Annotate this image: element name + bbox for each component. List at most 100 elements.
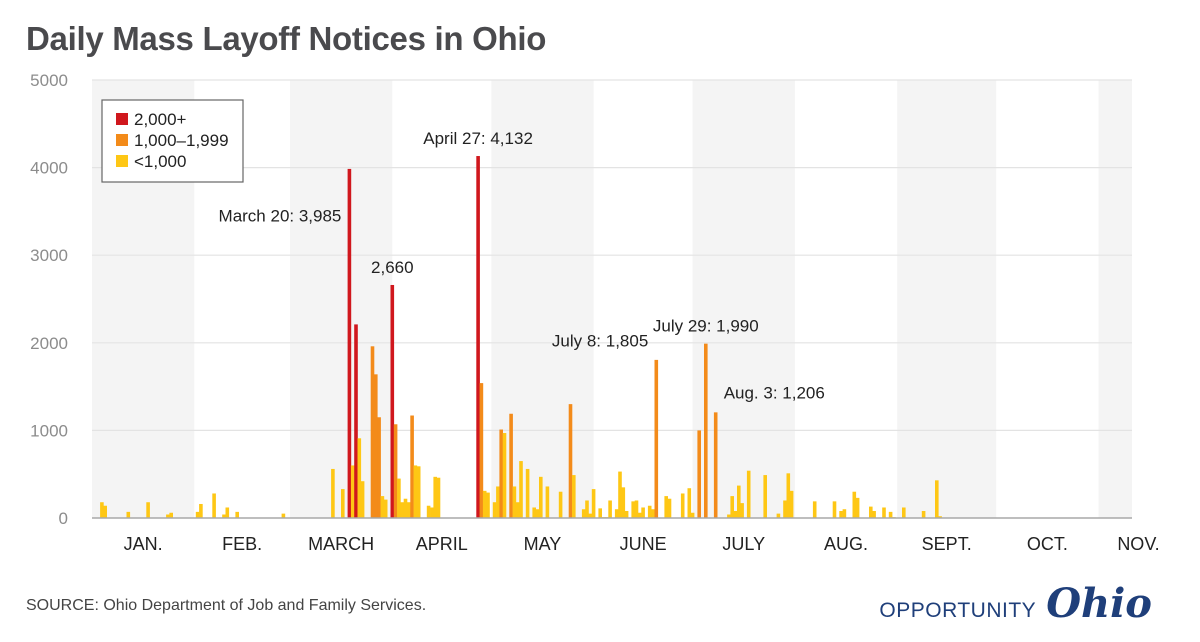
bar xyxy=(598,508,602,518)
bar xyxy=(869,506,873,518)
bar xyxy=(509,413,513,518)
bar xyxy=(222,514,226,518)
month-band xyxy=(491,80,594,518)
bar xyxy=(235,511,239,518)
bar xyxy=(842,509,847,518)
x-tick-label: MAY xyxy=(524,534,562,554)
legend-label: 2,000+ xyxy=(134,110,187,129)
bar-annotation: 2,660 xyxy=(371,258,414,277)
bar xyxy=(492,502,497,518)
source-note: SOURCE: Ohio Department of Job and Famil… xyxy=(26,597,427,614)
bar-annotation: Aug. 3: 1,206 xyxy=(724,383,825,402)
bar xyxy=(572,475,576,518)
bar xyxy=(532,507,536,518)
bar xyxy=(581,509,586,518)
bar-annotation: March 20: 3,985 xyxy=(219,206,342,225)
bar xyxy=(690,512,695,518)
bar xyxy=(624,510,629,518)
x-tick-label: NOV. xyxy=(1117,534,1159,554)
bar xyxy=(535,509,540,518)
bar xyxy=(433,476,437,518)
x-tick-label: FEB. xyxy=(222,534,262,554)
legend-swatch xyxy=(116,155,128,167)
bar xyxy=(360,481,365,518)
bar xyxy=(832,501,837,518)
bar xyxy=(496,486,500,518)
bar xyxy=(393,424,398,518)
x-tick-label: AUG. xyxy=(824,534,868,554)
bar xyxy=(839,510,843,518)
bar xyxy=(100,502,104,518)
bar xyxy=(641,507,645,518)
bar xyxy=(588,513,593,518)
bar xyxy=(935,480,939,518)
bar xyxy=(331,468,335,518)
bar xyxy=(664,496,668,518)
bar xyxy=(354,324,358,518)
x-tick-label: SEPT. xyxy=(922,534,972,554)
bar-annotation: July 29: 1,990 xyxy=(653,317,759,336)
bar xyxy=(370,346,375,518)
y-tick-label: 3000 xyxy=(30,246,68,265)
bar xyxy=(608,500,612,518)
y-tick-label: 0 xyxy=(59,509,68,528)
month-bands xyxy=(92,80,1132,518)
bar xyxy=(727,514,731,518)
bar xyxy=(357,438,362,518)
bar xyxy=(166,514,170,518)
bar xyxy=(618,471,622,518)
month-band xyxy=(897,80,997,518)
bar xyxy=(888,511,893,518)
opportunity-ohio-logo: OPPORTUNITY Ohio xyxy=(879,580,1152,627)
bar-annotation: July 8: 1,805 xyxy=(552,332,648,351)
bar xyxy=(638,512,642,518)
y-axis-ticks: 0 1000 2000 3000 4000 5000 xyxy=(30,71,68,528)
x-tick-label: JULY xyxy=(722,534,765,554)
bar xyxy=(713,412,718,518)
y-tick-label: 5000 xyxy=(30,71,68,90)
bar xyxy=(281,513,286,518)
bar xyxy=(740,503,744,518)
bar xyxy=(938,516,942,518)
bar xyxy=(539,476,543,518)
bar xyxy=(852,491,857,518)
bar xyxy=(687,488,692,518)
bar xyxy=(519,461,523,518)
bar xyxy=(476,156,480,518)
bar xyxy=(812,501,817,518)
bar xyxy=(737,485,741,518)
bar xyxy=(921,510,926,518)
bar xyxy=(146,502,150,518)
bar xyxy=(225,507,230,518)
bar xyxy=(697,430,701,518)
bar xyxy=(103,505,107,518)
y-tick-label: 4000 xyxy=(30,159,68,178)
bar xyxy=(413,465,418,518)
bar xyxy=(651,509,655,518)
bar xyxy=(855,497,860,518)
legend-swatch xyxy=(116,134,128,146)
bar xyxy=(614,509,619,518)
y-tick-label: 2000 xyxy=(30,334,68,353)
bar xyxy=(733,510,738,518)
bar xyxy=(786,473,791,518)
annotations: March 20: 3,985 2,660 April 27: 4,132 July … xyxy=(219,129,825,402)
legend-swatch xyxy=(116,113,128,125)
month-band xyxy=(692,80,795,518)
bar xyxy=(667,498,672,518)
bar xyxy=(436,477,441,518)
bar xyxy=(383,499,388,518)
bar xyxy=(347,168,352,518)
bar xyxy=(730,496,734,518)
bar xyxy=(397,478,401,518)
bar xyxy=(502,433,507,518)
bar xyxy=(410,415,414,518)
bar xyxy=(169,512,173,518)
bar-annotation: April 27: 4,132 xyxy=(423,129,533,148)
bar xyxy=(783,500,787,518)
month-band xyxy=(1098,80,1132,518)
bar xyxy=(380,496,385,518)
bar xyxy=(776,513,781,518)
bar xyxy=(482,490,487,518)
bar xyxy=(647,505,652,518)
